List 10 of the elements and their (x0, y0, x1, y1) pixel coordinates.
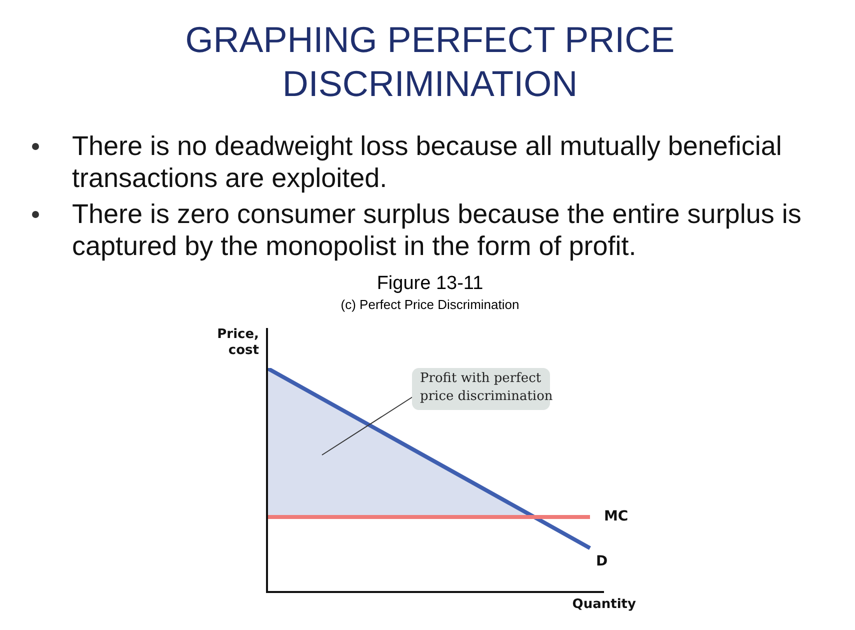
series-label: D (596, 554, 608, 570)
chart-title: GRAPHING PERFECT PRICE DISCRIMINATION (184, 18, 676, 106)
chart-subtitle: Figure 13-11 (376, 273, 484, 295)
x-axis-title: Quantity (572, 596, 637, 612)
y-axis-title: Price, cost (217, 326, 259, 358)
text: There is no deadweight loss because all mutually beneficial transactions are exploited. (71, 130, 783, 194)
text: There is zero consumer surplus because the entire surplus is captured by the monopolist in the form of profit. (71, 198, 802, 262)
text: (c) Perfect Price Discrimination (340, 297, 520, 312)
series-label: MC (604, 508, 628, 525)
annotation: Profit with perfect price discrimination (420, 370, 554, 404)
